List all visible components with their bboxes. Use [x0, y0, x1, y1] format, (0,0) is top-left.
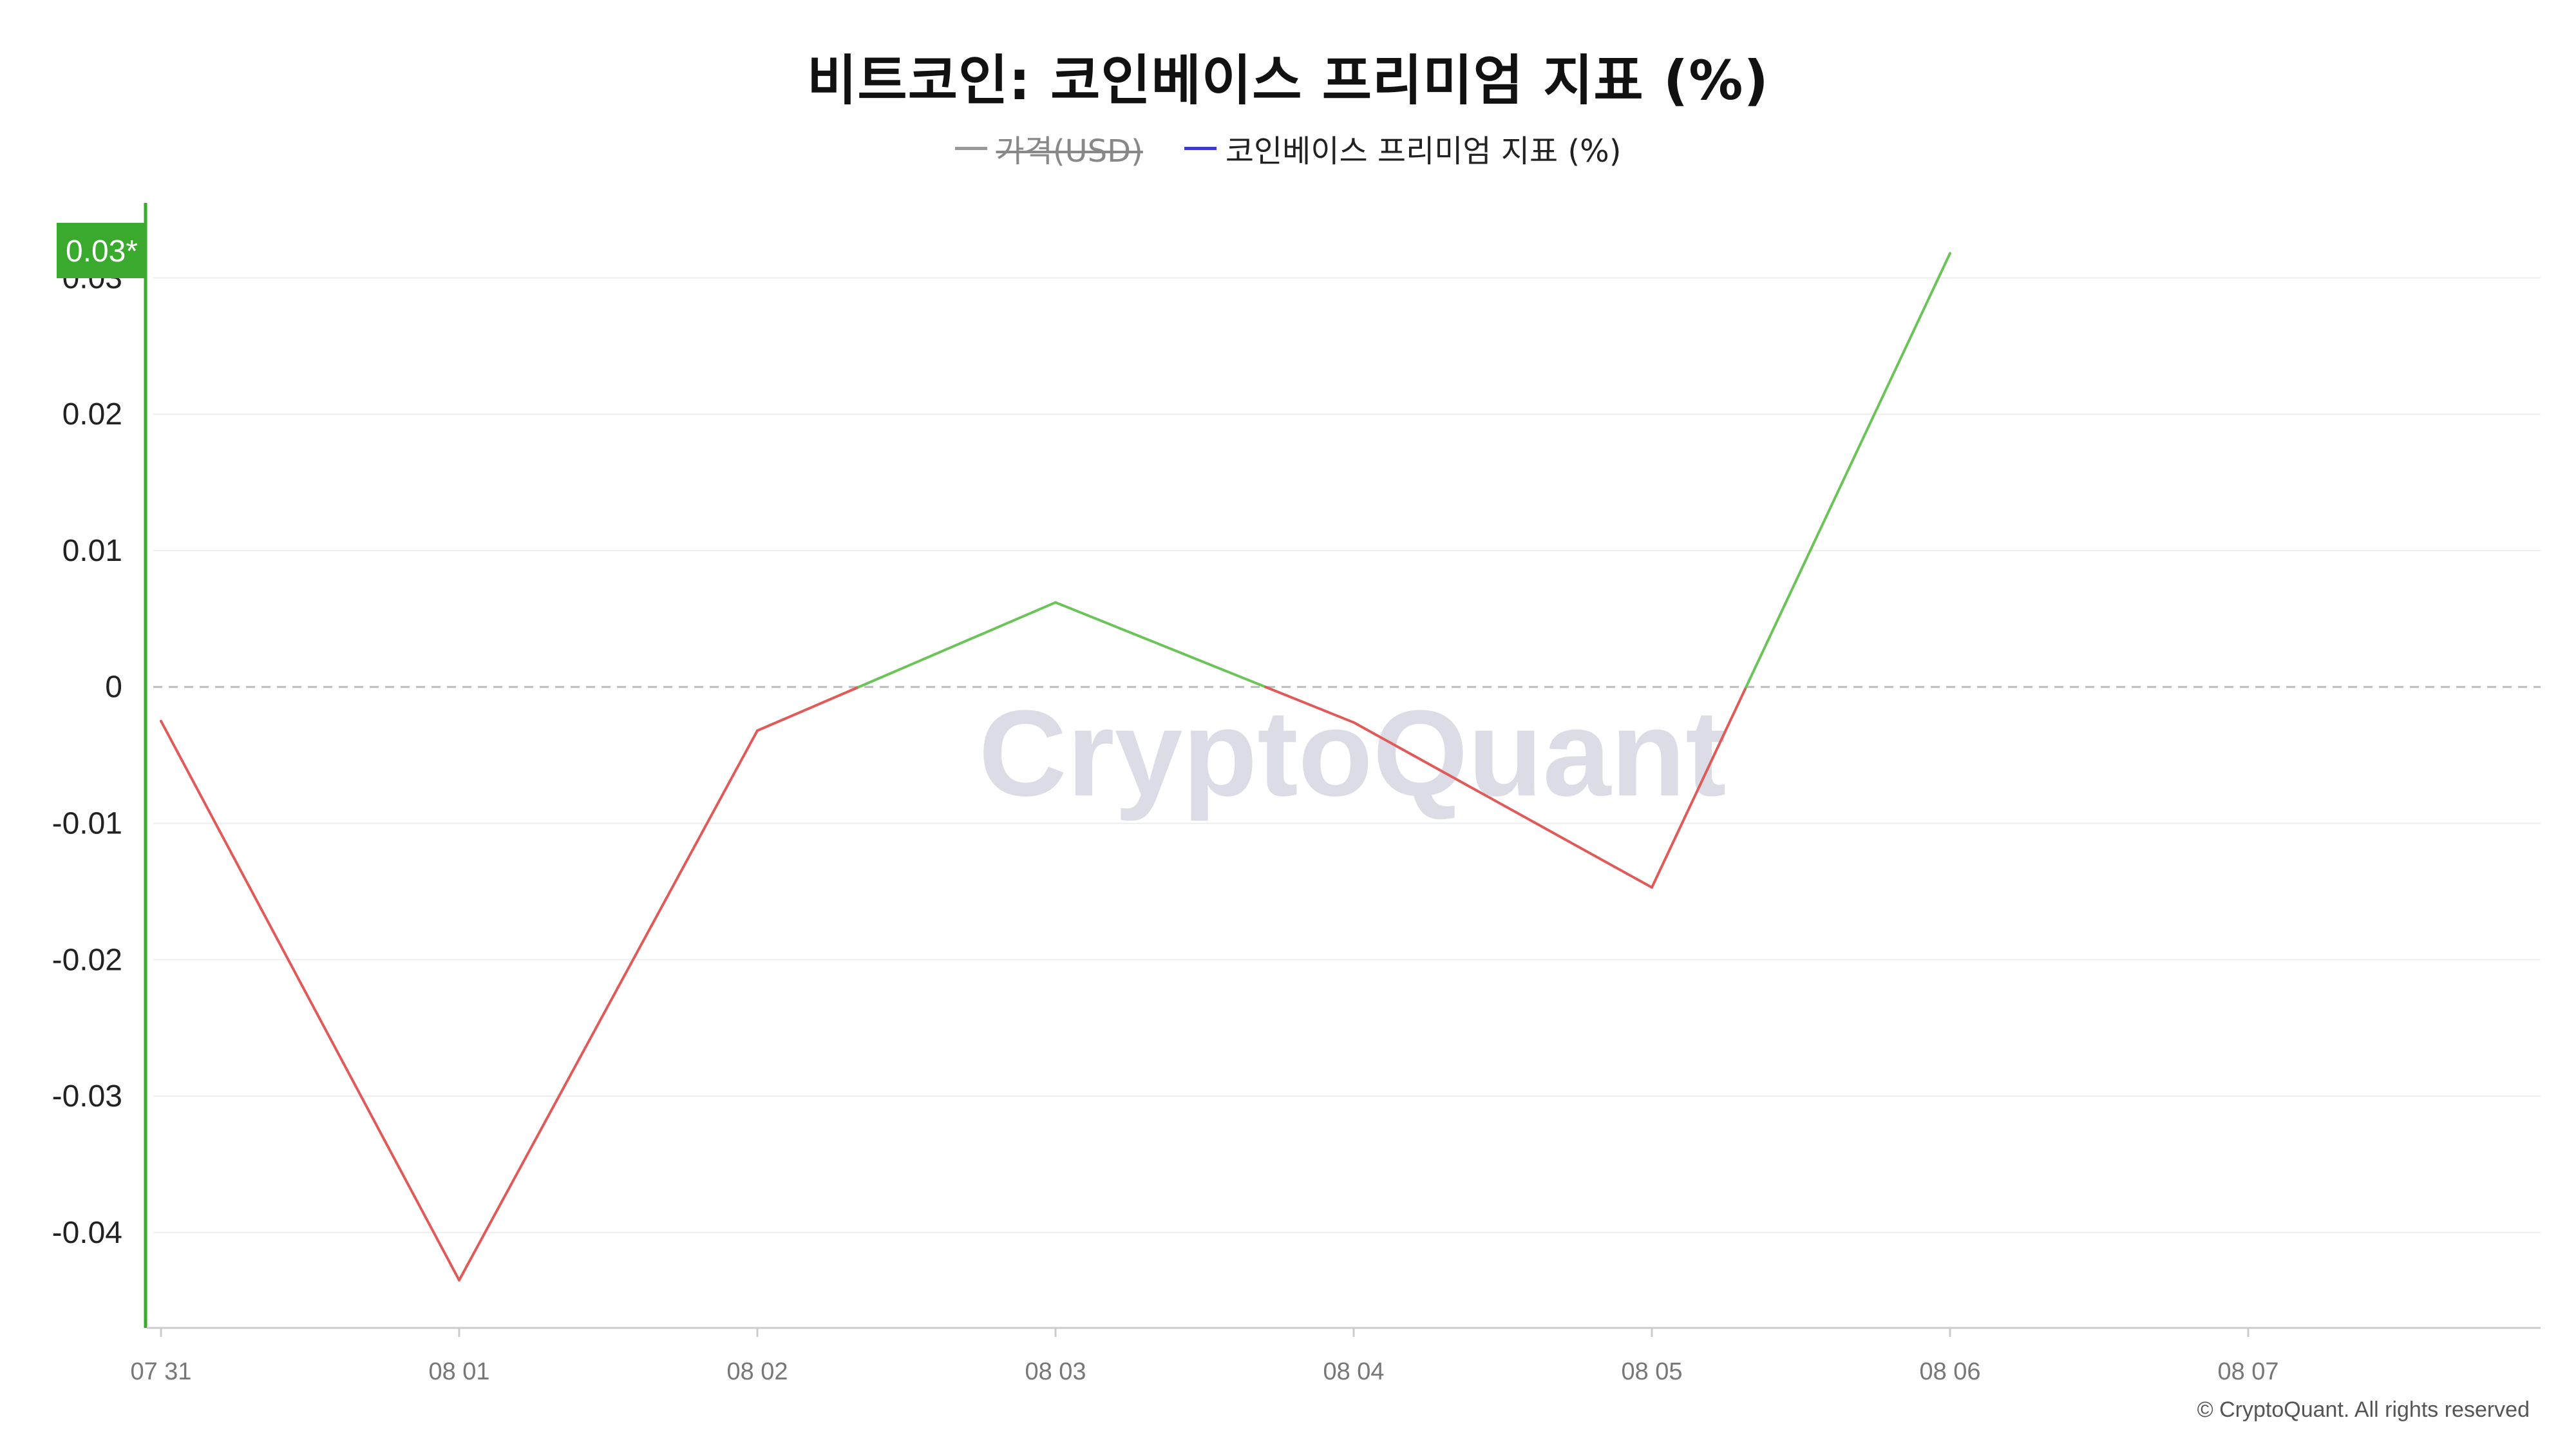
x-tick-label: 08 01 — [428, 1358, 489, 1385]
series-segment — [1651, 685, 1748, 889]
x-tick-label: 07 31 — [130, 1358, 191, 1385]
legend-label-price: 가격(USD) — [996, 133, 1143, 169]
y-tick-label: 0 — [105, 670, 122, 705]
y-tick-label: 0.01 — [62, 534, 122, 568]
x-tick-label: 08 04 — [1323, 1358, 1384, 1385]
current-value-label: 0.03* — [66, 234, 138, 269]
chart-title: 비트코인: 코인베이스 프리미엄 지표 (%) — [807, 49, 1769, 112]
y-tick-label: -0.02 — [52, 943, 122, 977]
current-value-badge — [57, 223, 147, 278]
series-segment — [1352, 721, 1653, 889]
series-segment — [1745, 252, 1951, 688]
legend-item-premium[interactable]: 코인베이스 프리미엄 지표 (%) — [1184, 126, 1622, 171]
x-tick-label: 08 06 — [1919, 1358, 1980, 1385]
x-tick-label: 08 02 — [726, 1358, 788, 1385]
legend-label-premium: 코인베이스 프리미엄 지표 (%) — [1225, 133, 1622, 169]
series-segment — [458, 729, 759, 1282]
y-tick-label: -0.03 — [52, 1079, 122, 1113]
series-segment — [756, 685, 860, 732]
x-tick-label: 08 07 — [2217, 1358, 2278, 1385]
legend-item-price[interactable]: 가격(USD) — [954, 126, 1143, 171]
chart-legend: 가격(USD) 코인베이스 프리미엄 지표 (%) — [0, 126, 2576, 171]
y-tick-label: -0.01 — [52, 806, 122, 840]
y-tick-label: -0.04 — [52, 1216, 122, 1250]
series-segment — [1054, 601, 1267, 688]
series-segment — [857, 601, 1057, 688]
series-segment — [1264, 685, 1355, 724]
legend-swatch-price — [954, 146, 987, 150]
watermark-text: CryptoQuant — [978, 685, 1726, 822]
copyright-text: © CryptoQuant. All rights reserved — [2197, 1397, 2530, 1422]
x-tick-label: 08 05 — [1621, 1358, 1682, 1385]
series-segment — [160, 719, 460, 1282]
x-tick-label: 08 03 — [1025, 1358, 1086, 1385]
legend-swatch-premium — [1184, 146, 1217, 150]
y-tick-label: 0.02 — [62, 397, 122, 431]
